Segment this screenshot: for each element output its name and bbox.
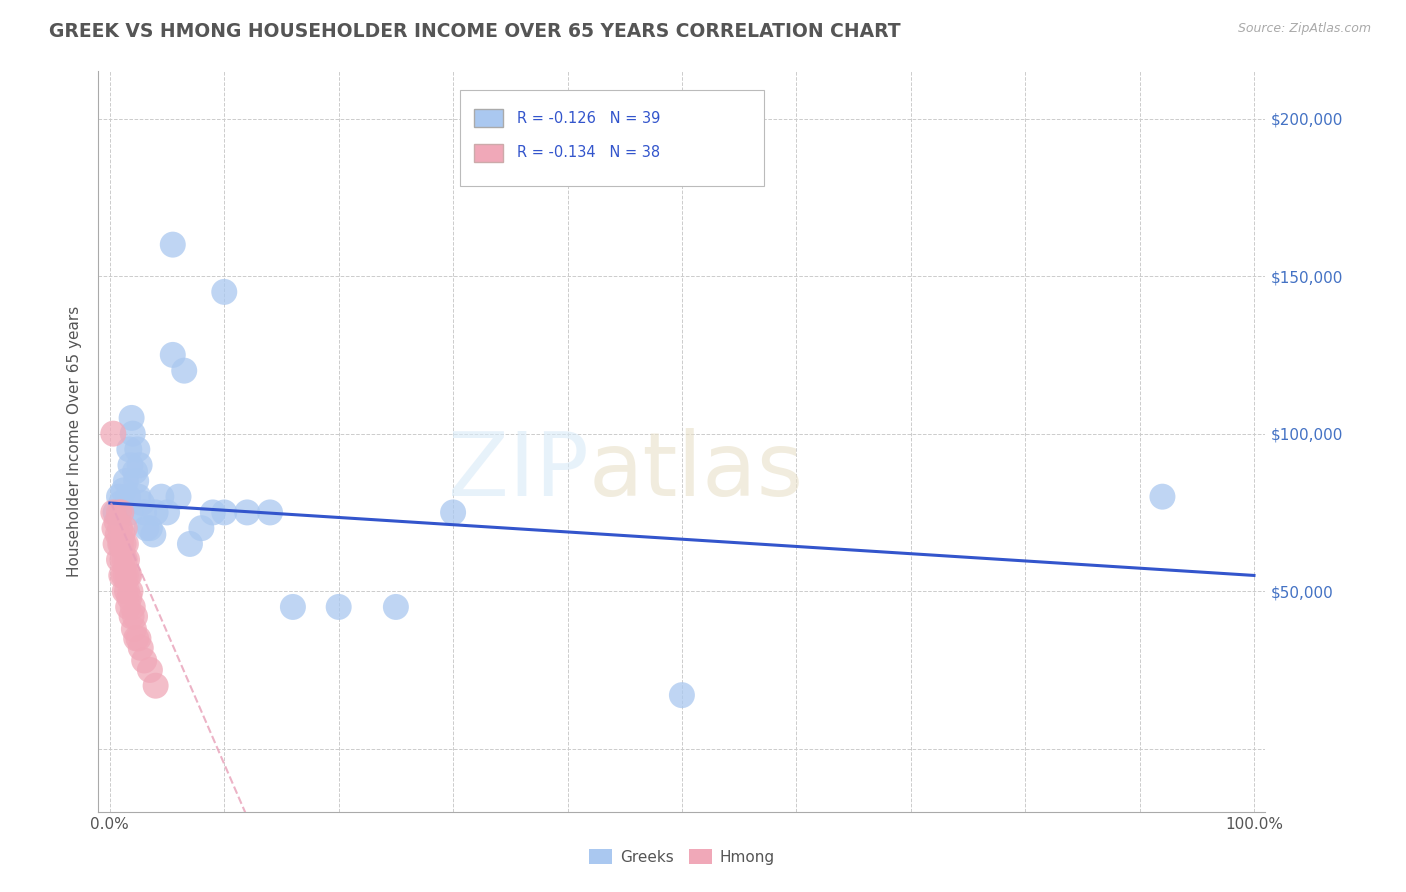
- Bar: [474, 109, 503, 128]
- Point: [103, 426, 125, 441]
- Point: [104, 505, 127, 519]
- Point: [162, 237, 184, 252]
- Point: [156, 505, 179, 519]
- Point: [114, 552, 136, 566]
- Point: [139, 521, 162, 535]
- Point: [115, 568, 138, 582]
- Point: [127, 632, 149, 646]
- Point: [1152, 490, 1174, 504]
- Point: [104, 537, 127, 551]
- Point: [112, 483, 135, 498]
- Point: [115, 537, 138, 551]
- Point: [103, 521, 125, 535]
- Point: [259, 505, 281, 519]
- Text: R = -0.134   N = 38: R = -0.134 N = 38: [517, 145, 661, 161]
- Point: [179, 537, 201, 551]
- Point: [121, 411, 143, 425]
- Y-axis label: Householder Income Over 65 years: Householder Income Over 65 years: [67, 306, 83, 577]
- Point: [124, 609, 146, 624]
- Point: [127, 490, 149, 504]
- Point: [328, 599, 350, 614]
- Point: [124, 465, 146, 479]
- Point: [118, 591, 141, 605]
- Point: [128, 458, 150, 472]
- Point: [115, 584, 138, 599]
- Point: [281, 599, 304, 614]
- Point: [214, 285, 236, 299]
- Point: [150, 490, 173, 504]
- Point: [385, 599, 408, 614]
- Text: atlas: atlas: [589, 427, 804, 515]
- Point: [120, 458, 142, 472]
- Point: [135, 521, 157, 535]
- Point: [108, 537, 131, 551]
- Point: [111, 527, 134, 541]
- Point: [145, 679, 167, 693]
- Point: [671, 688, 693, 702]
- Point: [145, 505, 167, 519]
- Text: ZIP: ZIP: [447, 427, 589, 515]
- Point: [134, 505, 156, 519]
- Point: [142, 527, 165, 541]
- Point: [236, 505, 259, 519]
- Text: R = -0.126   N = 39: R = -0.126 N = 39: [517, 111, 661, 126]
- Point: [117, 568, 139, 582]
- Point: [201, 505, 224, 519]
- Point: [103, 505, 125, 519]
- Point: [107, 527, 129, 541]
- Point: [127, 442, 149, 457]
- Point: [108, 552, 131, 566]
- Point: [114, 521, 136, 535]
- Point: [190, 521, 212, 535]
- Point: [120, 584, 142, 599]
- Point: [111, 552, 134, 566]
- Point: [118, 568, 141, 582]
- Point: [131, 496, 153, 510]
- Point: [122, 622, 145, 636]
- Text: Source: ZipAtlas.com: Source: ZipAtlas.com: [1237, 22, 1371, 36]
- Point: [110, 568, 132, 582]
- Point: [115, 552, 138, 566]
- FancyBboxPatch shape: [460, 90, 763, 186]
- Point: [441, 505, 464, 519]
- Point: [105, 515, 128, 529]
- Point: [125, 632, 148, 646]
- Point: [110, 505, 132, 519]
- Point: [120, 505, 142, 519]
- Point: [167, 490, 190, 504]
- Point: [118, 442, 141, 457]
- Point: [121, 599, 143, 614]
- Point: [125, 474, 148, 488]
- Point: [117, 490, 139, 504]
- Point: [121, 426, 143, 441]
- Point: [114, 584, 136, 599]
- Point: [108, 490, 131, 504]
- Point: [112, 537, 135, 551]
- Point: [108, 521, 131, 535]
- Point: [115, 474, 138, 488]
- Point: [134, 653, 156, 667]
- Bar: [474, 144, 503, 162]
- Point: [108, 505, 131, 519]
- Point: [112, 568, 135, 582]
- Point: [117, 599, 139, 614]
- Point: [121, 609, 143, 624]
- Legend: Greeks, Hmong: Greeks, Hmong: [583, 843, 780, 871]
- Point: [173, 364, 195, 378]
- Point: [139, 663, 162, 677]
- Point: [110, 537, 132, 551]
- Point: [162, 348, 184, 362]
- Point: [129, 640, 152, 655]
- Text: GREEK VS HMONG HOUSEHOLDER INCOME OVER 65 YEARS CORRELATION CHART: GREEK VS HMONG HOUSEHOLDER INCOME OVER 6…: [49, 22, 901, 41]
- Point: [214, 505, 236, 519]
- Point: [110, 496, 132, 510]
